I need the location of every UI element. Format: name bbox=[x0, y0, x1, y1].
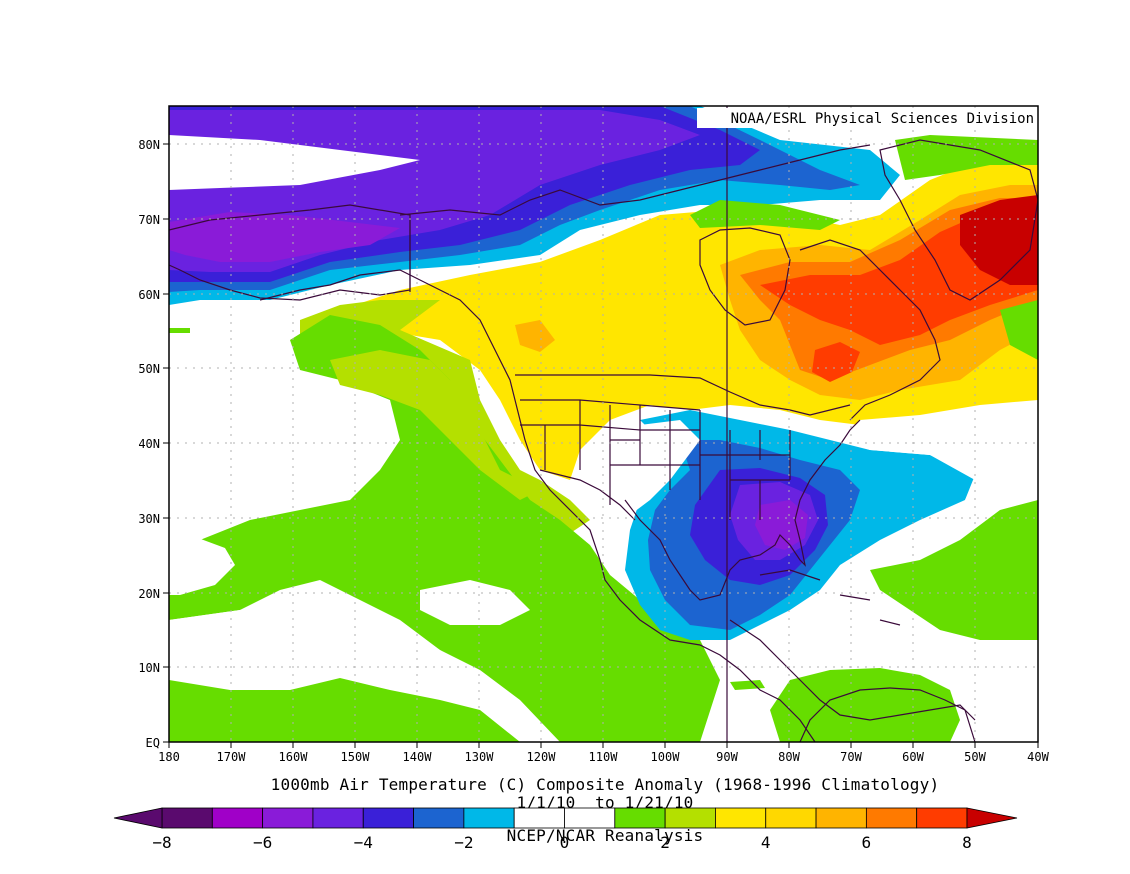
lon-label-100w: 100W bbox=[651, 750, 681, 764]
colorbar-swatch bbox=[715, 807, 767, 829]
colorbar-label: −6 bbox=[253, 833, 272, 852]
us-canada-border bbox=[515, 374, 851, 416]
colorbar-swatch bbox=[916, 807, 968, 829]
warm-orange-blob-quebec bbox=[812, 342, 860, 382]
lon-label-120w: 120W bbox=[527, 750, 557, 764]
state-lines bbox=[520, 399, 791, 520]
lat-label-60n: 60N bbox=[138, 288, 160, 302]
colorbar-label: −8 bbox=[152, 833, 171, 852]
boundaries bbox=[169, 106, 1038, 742]
lon-label-50w: 50W bbox=[964, 750, 986, 764]
lon-label-80w: 80W bbox=[778, 750, 800, 764]
cold-core-purple bbox=[169, 212, 400, 262]
alaska bbox=[169, 204, 411, 301]
map-date-range: 1/1/10 to 1/21/10 bbox=[517, 793, 694, 812]
lat-label-30n: 30N bbox=[138, 512, 160, 526]
colorbar-label: 0 bbox=[560, 833, 570, 852]
credit-text: NOAA/ESRL Physical Sciences Division bbox=[731, 111, 1034, 127]
colorbar-swatch bbox=[865, 807, 918, 829]
lat-label-10n: 10N bbox=[138, 661, 160, 675]
colorbar-swatch bbox=[513, 807, 565, 829]
colorbar-label: −2 bbox=[454, 833, 473, 852]
colorbar-swatch bbox=[614, 807, 666, 829]
se-us-cold-core bbox=[755, 500, 808, 550]
lon-label-90w: 90W bbox=[716, 750, 738, 764]
map-panel bbox=[169, 106, 1038, 742]
labrador-green bbox=[895, 135, 1038, 180]
pacific-green-region bbox=[169, 315, 720, 742]
lat-label-20n: 20N bbox=[138, 587, 160, 601]
colorbar-max-arrow bbox=[966, 807, 1018, 829]
lon-label-60w: 60W bbox=[902, 750, 924, 764]
lat-label-eq: EQ bbox=[146, 736, 160, 750]
warm-red-core bbox=[960, 195, 1038, 285]
arctic-white-tongue bbox=[169, 135, 420, 190]
lon-label-70w: 70W bbox=[840, 750, 862, 764]
colorbar-swatch bbox=[161, 807, 213, 829]
lon-label-40w: 40W bbox=[1027, 750, 1049, 764]
colorbar-label: −4 bbox=[354, 833, 373, 852]
map-source: NCEP/NCAR Reanalysis bbox=[507, 826, 704, 845]
south-america-coast bbox=[799, 687, 976, 742]
lat-label-40n: 40N bbox=[138, 437, 160, 451]
hudson-bay bbox=[699, 227, 791, 326]
white-hole-pacific bbox=[169, 535, 235, 595]
lon-label-180: 180 bbox=[158, 750, 180, 764]
colorbar-swatch bbox=[463, 807, 515, 829]
central-america bbox=[729, 619, 976, 721]
green-southern-pacific-band bbox=[169, 678, 520, 742]
white-hole-mexico-pacific bbox=[420, 580, 530, 625]
lon-label-170w: 170W bbox=[217, 750, 247, 764]
atlantic-green-band bbox=[870, 500, 1038, 640]
colorbar-swatch bbox=[765, 807, 817, 829]
colorbar-swatch bbox=[564, 807, 616, 829]
colorbar-swatch bbox=[664, 807, 716, 829]
lat-label-50n: 50N bbox=[138, 362, 160, 376]
lon-label-160w: 160W bbox=[279, 750, 309, 764]
iceland-green bbox=[1000, 300, 1038, 360]
arctic-coast bbox=[399, 144, 871, 216]
warm-orange-blob-west bbox=[515, 320, 555, 352]
lon-label-110w: 110W bbox=[589, 750, 619, 764]
colorbar-swatch bbox=[262, 807, 314, 829]
central-us-white bbox=[600, 420, 700, 515]
central-america-green-blob bbox=[730, 680, 765, 690]
map-title: 1000mb Air Temperature (C) Composite Ano… bbox=[271, 775, 940, 794]
colorbar-min-arrow bbox=[113, 807, 163, 829]
greenland bbox=[879, 139, 1038, 301]
colorbar-label: 8 bbox=[962, 833, 972, 852]
colorbar-swatch bbox=[362, 807, 414, 829]
labrador-coast bbox=[799, 239, 941, 421]
lon-label-140w: 140W bbox=[403, 750, 433, 764]
colorbar-label: 2 bbox=[660, 833, 670, 852]
aleutian-green-dash bbox=[169, 328, 190, 333]
colorbar-label: 4 bbox=[761, 833, 771, 852]
credit-box bbox=[697, 108, 1037, 128]
us-mexico-border bbox=[539, 469, 636, 521]
na-west-coast bbox=[259, 269, 816, 742]
colorbar: −8 −6 −4 −2 0 2 4 6 8 bbox=[113, 807, 1018, 852]
white-region-southern-pacific bbox=[169, 590, 480, 690]
lat-label-80n: 80N bbox=[138, 138, 160, 152]
atlantic-white-band bbox=[840, 400, 1038, 520]
lat-label-70n: 70N bbox=[138, 213, 160, 227]
colorbar-swatch bbox=[413, 807, 465, 829]
colorbar-swatch bbox=[815, 807, 867, 829]
colorbar-label: 6 bbox=[862, 833, 872, 852]
lon-axis bbox=[168, 742, 1039, 748]
caribbean-islands bbox=[759, 569, 901, 626]
colorbar-swatch bbox=[312, 807, 364, 829]
lat-axis bbox=[163, 143, 169, 743]
pacific-yellowgreen-inner bbox=[330, 350, 540, 500]
colorbar-swatch bbox=[211, 807, 264, 829]
lon-label-130w: 130W bbox=[465, 750, 495, 764]
lon-label-150w: 150W bbox=[341, 750, 371, 764]
gulf-coast bbox=[624, 419, 861, 601]
